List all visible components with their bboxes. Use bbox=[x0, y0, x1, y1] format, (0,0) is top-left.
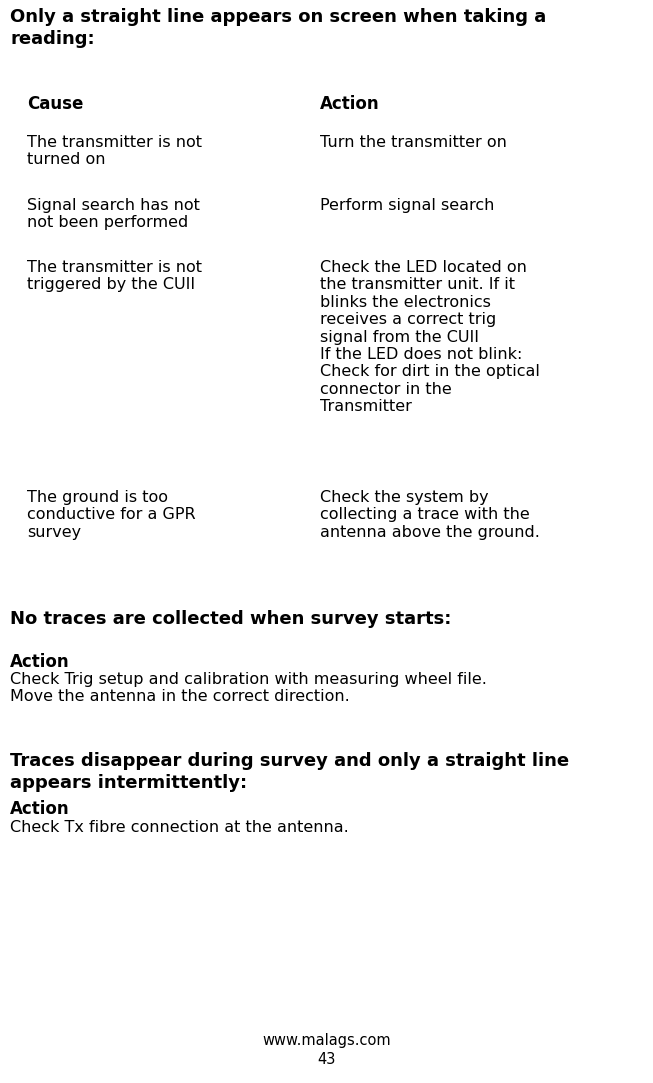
Text: Check Trig setup and calibration with measuring wheel file.
Move the antenna in : Check Trig setup and calibration with me… bbox=[10, 671, 487, 704]
Text: www.malags.com: www.malags.com bbox=[263, 1033, 390, 1048]
Text: appears intermittently:: appears intermittently: bbox=[10, 774, 247, 792]
Text: 43: 43 bbox=[317, 1052, 336, 1067]
Text: Check the system by
collecting a trace with the
antenna above the ground.: Check the system by collecting a trace w… bbox=[320, 490, 540, 539]
Text: Action: Action bbox=[10, 653, 70, 671]
Text: Traces disappear during survey and only a straight line: Traces disappear during survey and only … bbox=[10, 752, 569, 770]
Text: Turn the transmitter on: Turn the transmitter on bbox=[320, 135, 507, 151]
Text: Action: Action bbox=[10, 800, 70, 818]
Text: Check Tx fibre connection at the antenna.: Check Tx fibre connection at the antenna… bbox=[10, 820, 349, 835]
Text: The transmitter is not
turned on: The transmitter is not turned on bbox=[27, 135, 202, 168]
Text: The ground is too
conductive for a GPR
survey: The ground is too conductive for a GPR s… bbox=[27, 490, 196, 539]
Text: No traces are collected when survey starts:: No traces are collected when survey star… bbox=[10, 610, 451, 628]
Text: Action: Action bbox=[320, 95, 379, 113]
Text: Signal search has not
not been performed: Signal search has not not been performed bbox=[27, 198, 200, 231]
Text: reading:: reading: bbox=[10, 30, 95, 48]
Text: The transmitter is not
triggered by the CUII: The transmitter is not triggered by the … bbox=[27, 260, 202, 292]
Text: Only a straight line appears on screen when taking a: Only a straight line appears on screen w… bbox=[10, 8, 547, 26]
Text: Cause: Cause bbox=[27, 95, 84, 113]
Text: Perform signal search: Perform signal search bbox=[320, 198, 494, 213]
Text: Check the LED located on
the transmitter unit. If it
blinks the electronics
rece: Check the LED located on the transmitter… bbox=[320, 260, 540, 414]
